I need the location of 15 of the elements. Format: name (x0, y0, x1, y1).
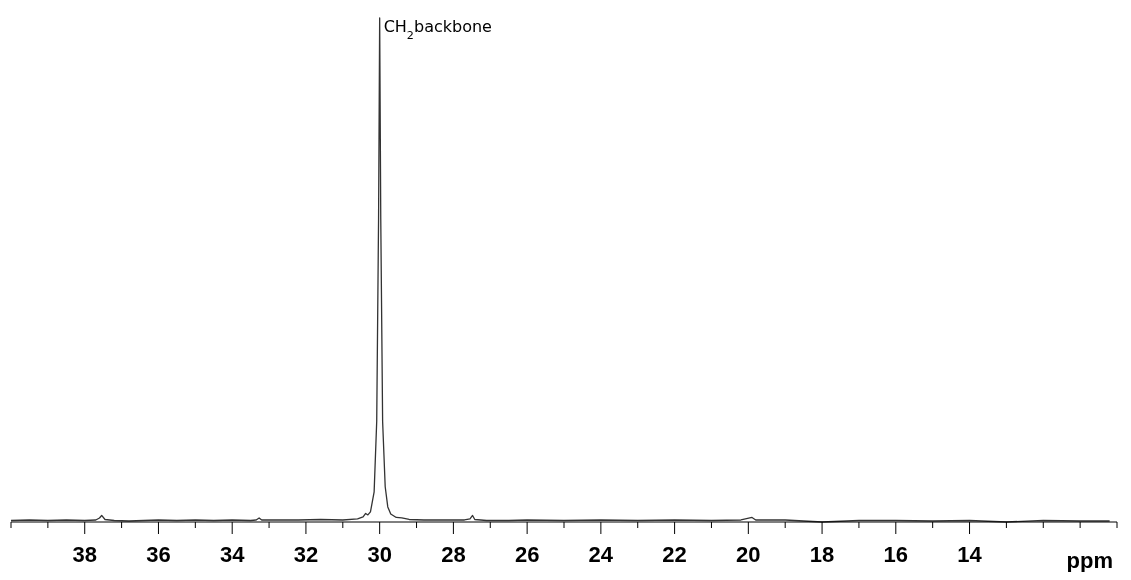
x-tick-label: 18 (809, 542, 835, 567)
x-axis-title: ppm (1066, 548, 1113, 573)
x-tick-label: 38 (72, 542, 97, 567)
x-tick-label: 34 (219, 542, 246, 567)
x-tick-label: 22 (662, 542, 687, 567)
x-tick-label: 14 (957, 542, 983, 567)
x-tick-label: 32 (293, 542, 319, 567)
annotation: CH$_{2}$backbone (383, 17, 492, 42)
x-tick-label: 20 (736, 542, 761, 567)
x-tick-label: 26 (514, 542, 540, 567)
x-tick-label: 36 (146, 542, 171, 567)
x-tick-label: 24 (588, 542, 614, 567)
x-tick-label: 28 (441, 542, 466, 567)
x-tick-label: 16 (883, 542, 909, 567)
x-tick-label: 30 (367, 542, 392, 567)
